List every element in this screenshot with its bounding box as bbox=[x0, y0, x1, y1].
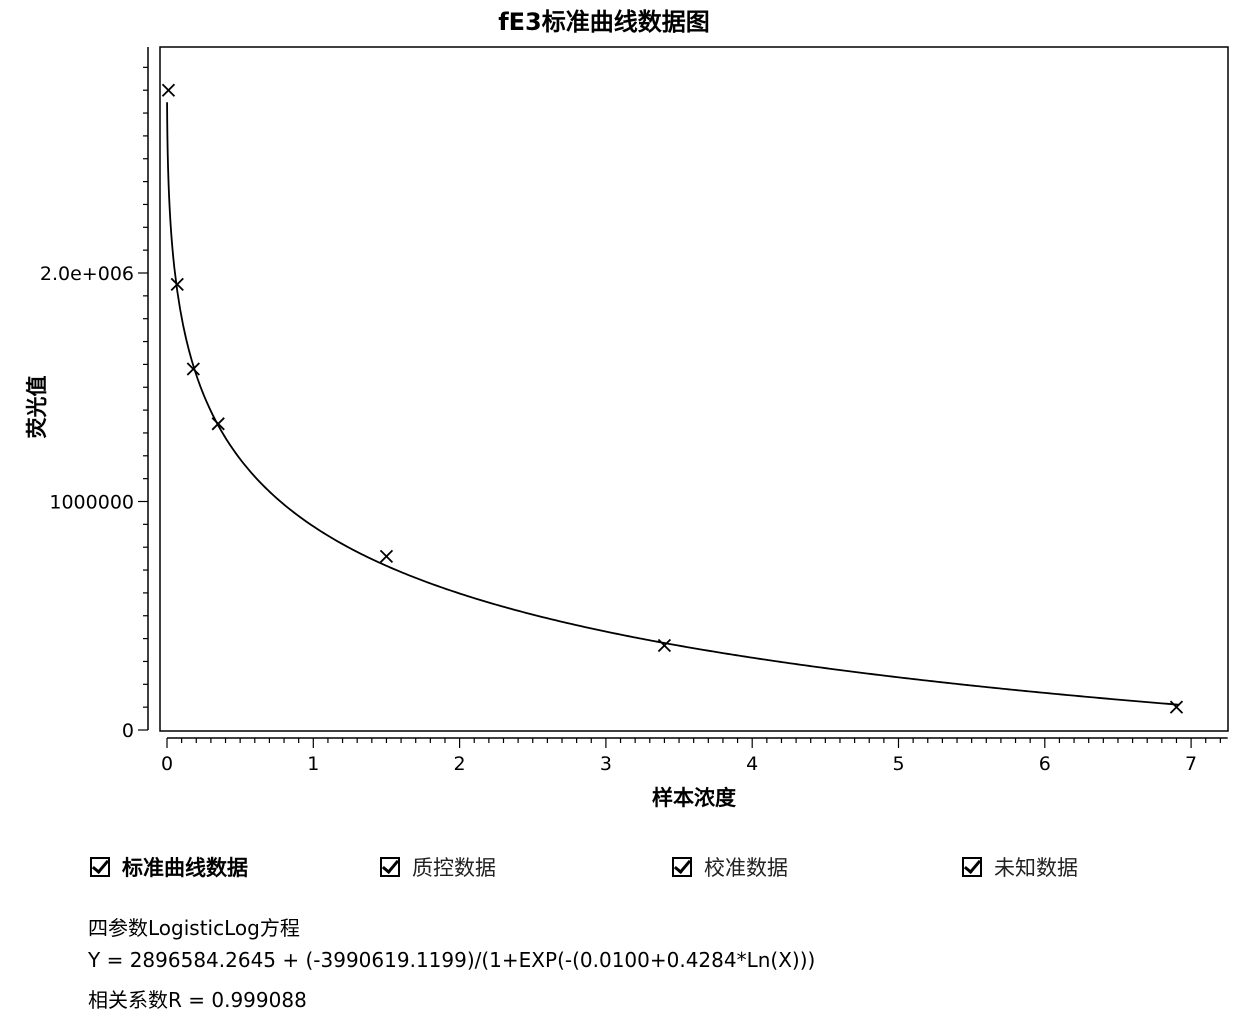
chart-title: fE3标准曲线数据图 bbox=[498, 8, 710, 36]
x-tick-label: 6 bbox=[1039, 753, 1051, 775]
standard-curve-chart: fE3标准曲线数据图 0 1 2 3 4 5 6 7 0 1000000 2.0e+006 样本浓度… bbox=[25, 8, 1229, 810]
x-tick-label: 1 bbox=[307, 753, 319, 775]
legend-label: 质控数据 bbox=[412, 856, 496, 880]
y-tick-label: 2.0e+006 bbox=[40, 263, 134, 285]
legend-item-standard[interactable]: 标准曲线数据 bbox=[90, 852, 248, 882]
data-point-marker bbox=[161, 83, 176, 97]
data-point-marker bbox=[657, 638, 672, 653]
correlation-coefficient: 相关系数R = 0.999088 bbox=[88, 988, 307, 1012]
x-tick-label: 0 bbox=[161, 753, 173, 775]
equation-formula: Y = 2896584.2645 + (-3990619.1199)/(1+EX… bbox=[88, 948, 816, 972]
legend-label: 校准数据 bbox=[704, 856, 788, 880]
fit-curve bbox=[166, 102, 1180, 706]
axes: 0 1 2 3 4 5 6 7 0 1000000 2.0e+006 bbox=[40, 47, 1228, 775]
marker-stroke bbox=[211, 417, 225, 431]
x-tick-label: 5 bbox=[892, 753, 904, 775]
x-tick-label: 4 bbox=[746, 753, 758, 775]
marker-stroke bbox=[1169, 700, 1184, 714]
x-axis-title: 样本浓度 bbox=[652, 786, 736, 810]
y-axis-title: 荧光值 bbox=[25, 376, 49, 439]
data-point-marker bbox=[186, 362, 200, 376]
checkbox-icon[interactable] bbox=[672, 857, 692, 877]
marker-stroke bbox=[379, 549, 394, 563]
legend-label: 未知数据 bbox=[994, 856, 1078, 880]
y-tick-label: 0 bbox=[122, 720, 134, 742]
marker-stroke bbox=[161, 83, 176, 97]
fit-curve-layer bbox=[166, 102, 1180, 706]
checkbox-icon[interactable] bbox=[962, 857, 982, 877]
data-points-layer bbox=[161, 83, 1184, 714]
x-tick-label: 3 bbox=[600, 753, 612, 775]
legend: 标准曲线数据 质控数据 校准数据 未知数据 bbox=[0, 852, 1240, 892]
marker-stroke bbox=[657, 638, 672, 653]
equation-name: 四参数LogisticLog方程 bbox=[88, 916, 300, 940]
x-tick-label: 7 bbox=[1185, 753, 1197, 775]
data-point-marker bbox=[379, 549, 394, 563]
marker-stroke bbox=[170, 277, 184, 292]
checkbox-icon[interactable] bbox=[380, 857, 400, 877]
data-point-marker bbox=[211, 417, 225, 431]
data-point-marker bbox=[170, 277, 184, 292]
plot-area-frame bbox=[159, 46, 1229, 732]
legend-item-quality-control[interactable]: 质控数据 bbox=[380, 852, 496, 882]
data-point-marker bbox=[1169, 700, 1184, 714]
legend-item-calibration[interactable]: 校准数据 bbox=[672, 852, 788, 882]
legend-label: 标准曲线数据 bbox=[122, 856, 248, 880]
marker-stroke bbox=[186, 362, 200, 376]
checkbox-icon[interactable] bbox=[90, 857, 110, 877]
legend-item-unknown[interactable]: 未知数据 bbox=[962, 852, 1078, 882]
y-tick-label: 1000000 bbox=[49, 492, 134, 514]
x-tick-label: 2 bbox=[454, 753, 466, 775]
